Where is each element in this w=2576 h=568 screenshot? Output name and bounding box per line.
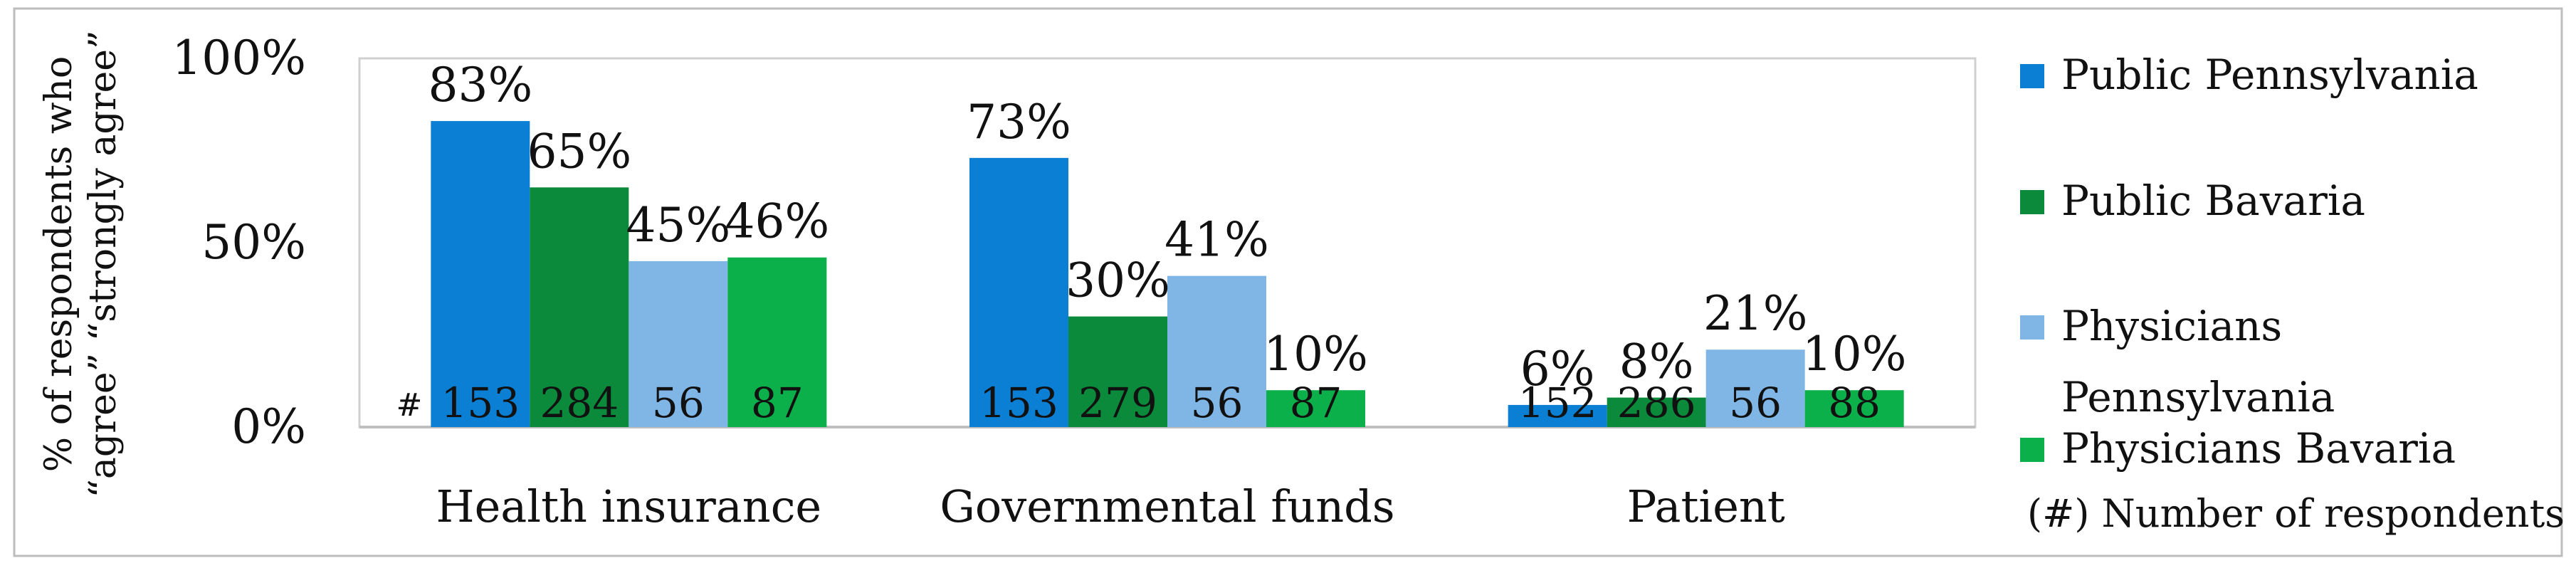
count-label-0-2: 56 [652,379,705,427]
legend-label-3: Physicians Bavaria [2061,424,2456,473]
y-axis-label-line-1: “agree” “strongly agree” [82,30,125,498]
value-labels-layer: 83%65%45%46%73%30%41%10% 6% 8%21%10% [428,58,1906,396]
value-label-2-0: 6% [1520,342,1595,396]
count-label-2-1: 286 [1617,379,1696,427]
value-label-0-1: 65% [527,124,631,179]
value-label-0-3: 46% [725,194,829,249]
category-labels-layer: Health insurance Governmental funds Patien… [436,480,1785,532]
count-label-2-0: 152 [1518,379,1597,427]
value-label-1-2: 41% [1165,213,1269,268]
value-label-0-0: 83% [428,58,532,112]
value-label-1-0: 73% [967,95,1071,149]
count-label-0-0: 153 [441,379,520,427]
y-axis-title: % of respondents who “agree” “strongly ag… [38,30,125,498]
value-label-2-3: 10% [1802,327,1907,382]
bar-0-1 [530,187,629,427]
value-label-0-2: 45% [626,198,730,253]
count-label-1-1: 279 [1078,379,1157,427]
bar-1-2 [1167,275,1266,427]
category-label-2: Patient [1627,480,1785,532]
y-axis-label-line-0: % of respondents who [38,56,80,472]
count-marker: # [396,387,422,424]
legend-label-2-line-1: Pennsylvania [2061,373,2335,421]
count-label-1-3: 87 [1290,379,1342,427]
bar-1-3 [1266,390,1365,427]
y-tick-label-2: 100% [172,31,306,85]
bar-2-0 [1508,404,1607,427]
value-label-2-1: 8% [1619,335,1694,389]
bar-0-0 [431,121,530,427]
bar-2-3 [1804,390,1904,427]
count-labels-layer: 153 284 56 87 153 279 56 87 152 286 56 88 # [396,379,1881,427]
y-tick-label-0: 0% [231,399,306,454]
bar-2-1 [1607,397,1706,427]
count-label-0-3: 87 [751,379,804,427]
bar-0-2 [629,261,728,427]
count-label-1-2: 56 [1191,379,1244,427]
count-label-2-3: 88 [1828,379,1881,427]
count-label-0-1: 284 [540,379,619,427]
y-axis-ticks: 0% 50% 100% [172,31,306,454]
legend-swatch-3 [2020,438,2044,462]
bar-1-0 [969,157,1068,428]
count-label-1-0: 153 [979,379,1058,427]
legend-label-2-line-0: Physicians [2061,302,2282,350]
value-label-1-3: 10% [1263,327,1368,382]
value-label-2-2: 21% [1703,286,1808,341]
legend-swatch-0 [2020,64,2044,88]
bar-2-2 [1705,349,1805,427]
category-label-0: Health insurance [436,480,822,532]
bars-layer [431,121,1904,428]
legend-label-1: Public Bavaria [2061,177,2365,225]
category-label-1: Governmental funds [940,480,1394,532]
legend: Public Pennsylvania Public Bavaria Physici… [2020,51,2565,536]
legend-label-0: Public Pennsylvania [2061,51,2478,99]
count-label-2-2: 56 [1729,379,1782,427]
legend-swatch-1 [2020,190,2044,214]
bar-0-3 [727,257,827,427]
legend-swatch-2 [2020,315,2044,340]
legend-note: (#) Number of respondents [2027,491,2565,536]
y-tick-label-1: 50% [201,215,306,270]
bar-1-1 [1068,316,1167,427]
value-label-1-1: 30% [1066,253,1170,308]
